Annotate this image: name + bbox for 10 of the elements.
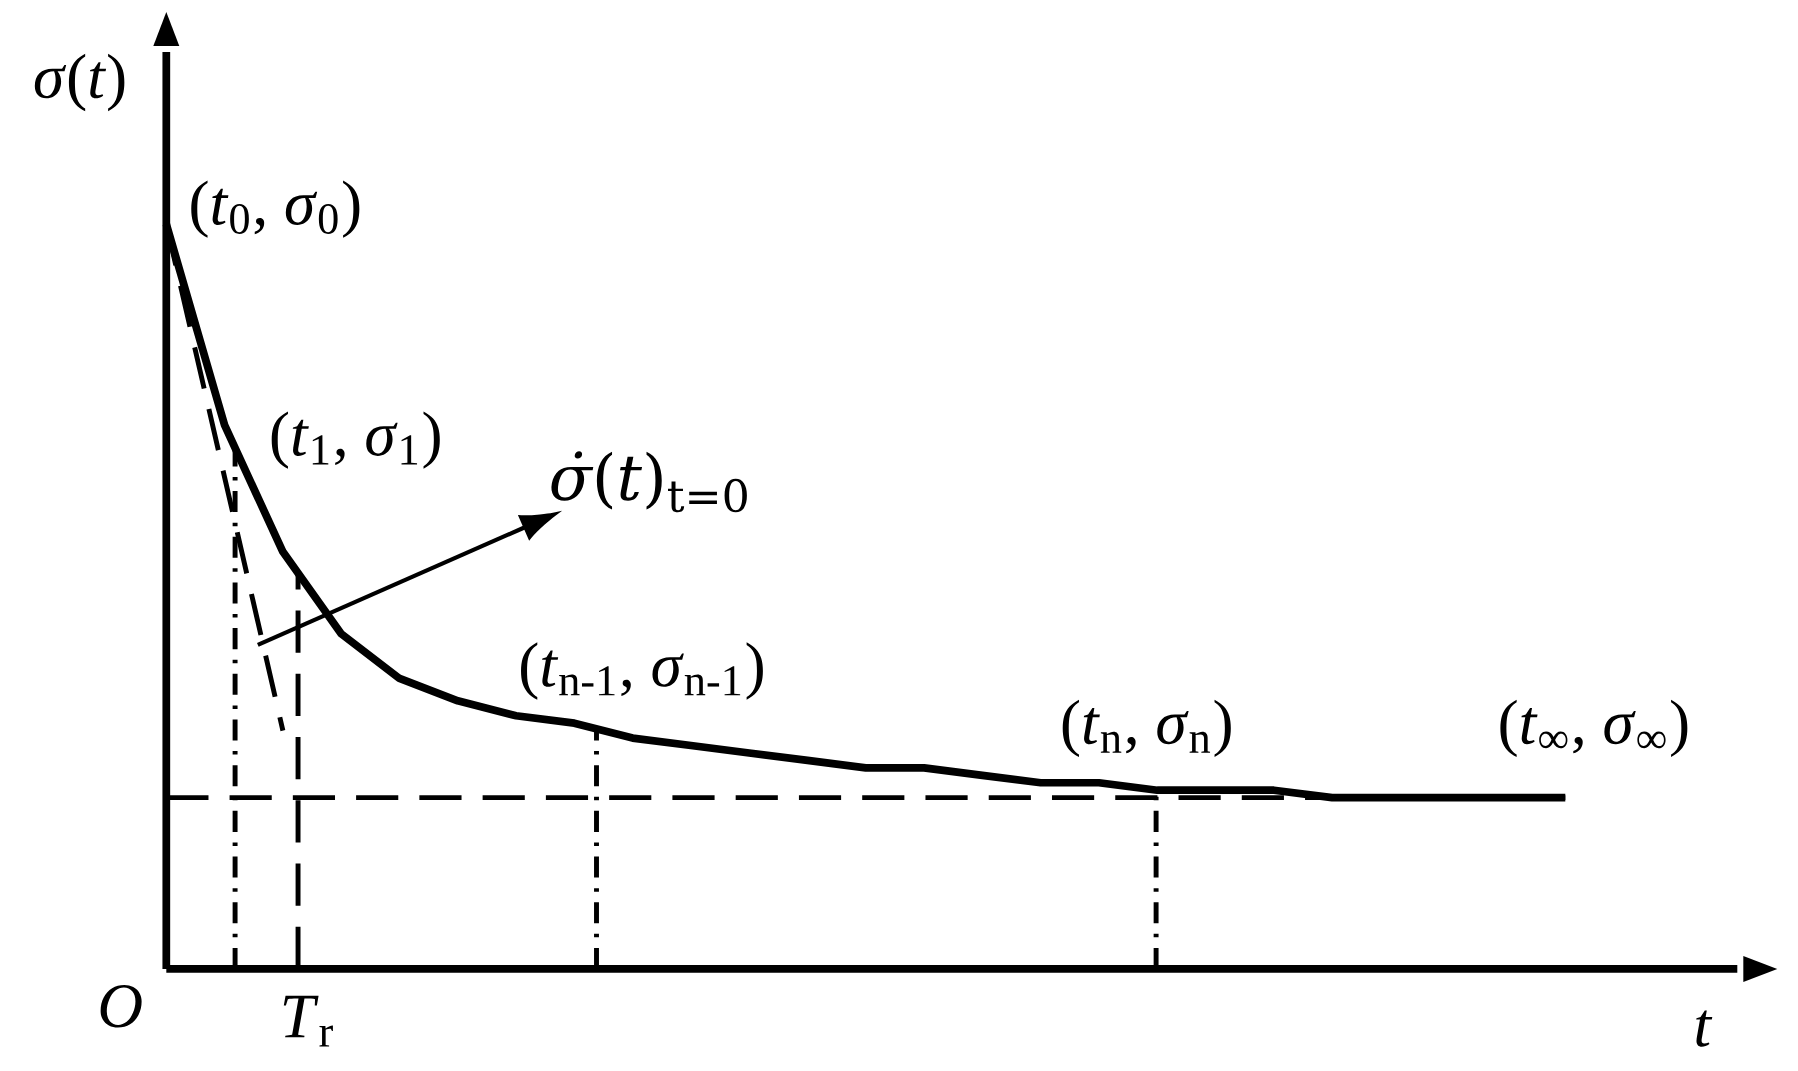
annotation: (t$_{0}$, σ$_{0}$) [191, 180, 360, 238]
annotation: (t$_{∞}$, σ$_{∞}$) [1500, 699, 1688, 758]
annotation: (t$_{1}$, σ$_{1}$) [271, 411, 440, 469]
text: O [100, 984, 142, 1028]
annotation: σ̇(t)$_{t=0}$ [551, 451, 747, 513]
y-axis-title: σ(t) [34, 53, 125, 112]
text: T$_{r}$ [283, 995, 333, 1047]
x-axis-title: t [1696, 1010, 1713, 1047]
annotation: (t$_{n-1}$, σ$_{n-1}$) [521, 642, 763, 700]
annotation: (t$_{n}$, σ$_{n}$) [1062, 699, 1231, 758]
